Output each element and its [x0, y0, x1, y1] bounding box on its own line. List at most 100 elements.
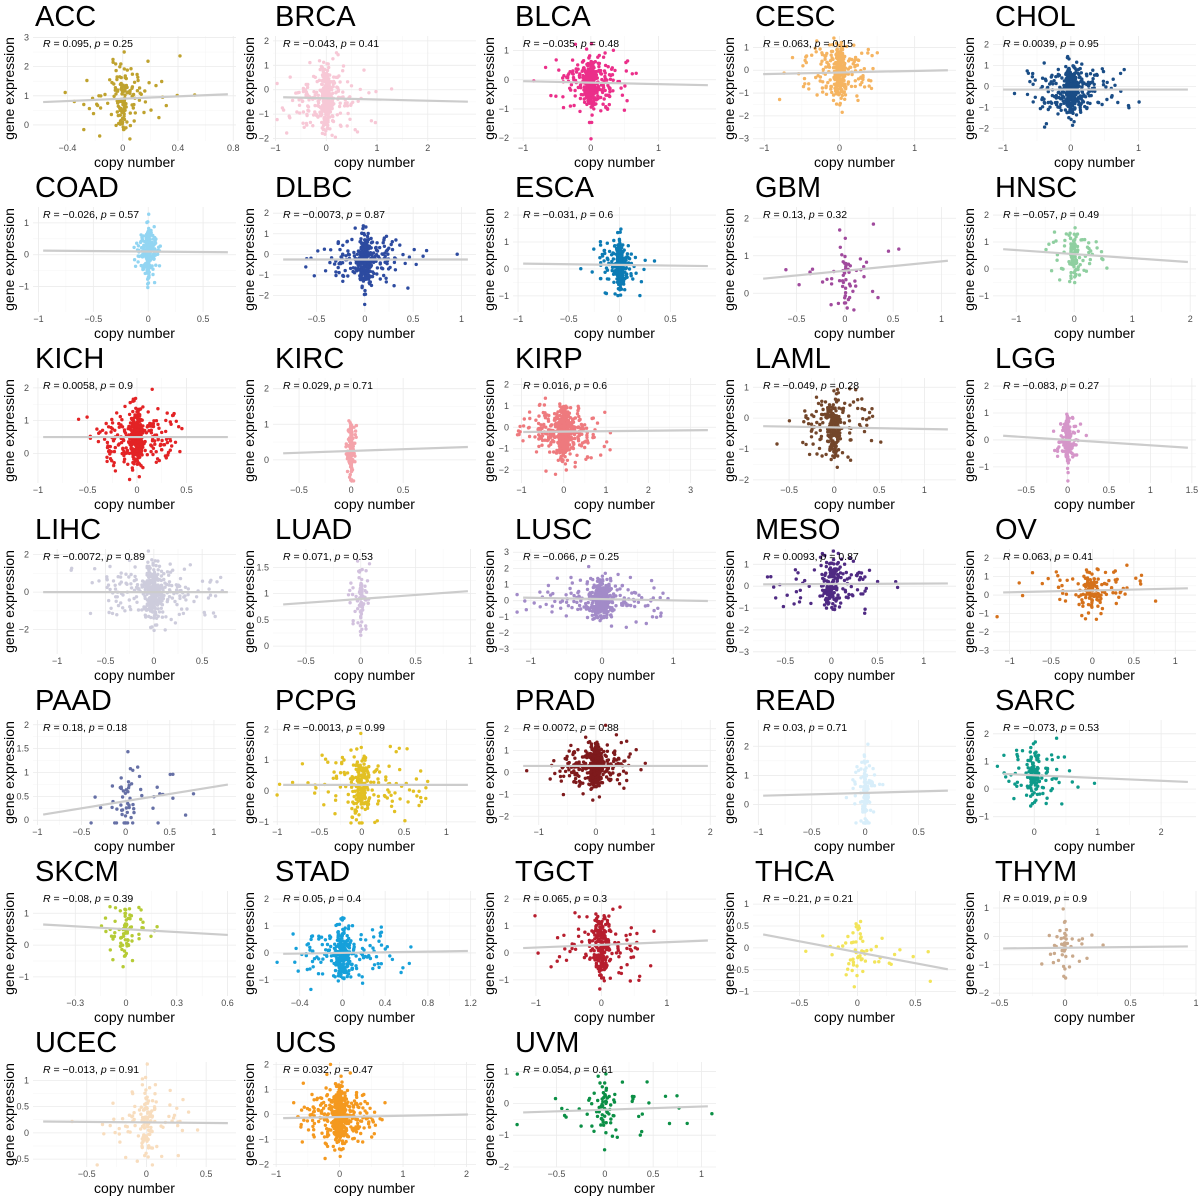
- regression-line: [43, 249, 228, 254]
- data-point: [819, 437, 823, 441]
- data-point: [836, 436, 840, 440]
- data-point: [403, 261, 407, 266]
- data-point: [610, 259, 614, 264]
- data-point: [1100, 67, 1104, 71]
- data-point: [168, 448, 172, 452]
- data-point: [598, 256, 602, 260]
- data-point: [584, 47, 589, 51]
- data-point: [594, 76, 598, 80]
- data-point: [128, 111, 132, 115]
- data-point: [136, 440, 140, 444]
- data-point: [831, 93, 836, 97]
- y-tick-label: −2: [499, 465, 509, 475]
- data-point: [350, 432, 354, 436]
- data-point: [1072, 265, 1076, 269]
- data-point: [365, 264, 370, 268]
- y-tick-label: −2: [739, 111, 749, 121]
- data-point: [1066, 479, 1070, 483]
- y-tick-label: 0: [984, 435, 989, 445]
- data-point: [596, 61, 600, 65]
- data-point: [618, 241, 622, 245]
- data-point: [1062, 244, 1067, 248]
- data-point: [280, 106, 285, 110]
- y-tick-label: 2: [504, 210, 509, 220]
- data-point: [605, 440, 609, 444]
- y-tick-label: 2: [984, 210, 989, 220]
- data-point: [1073, 226, 1077, 230]
- data-point: [336, 265, 340, 270]
- data-point: [1082, 81, 1086, 85]
- data-point: [455, 252, 459, 256]
- data-point: [347, 419, 351, 423]
- data-point: [156, 559, 160, 563]
- data-point: [832, 76, 836, 81]
- y-axis-title: gene expression: [481, 208, 497, 311]
- data-point: [112, 82, 116, 86]
- y-tick-label: 1: [504, 401, 509, 411]
- data-point: [344, 445, 348, 449]
- data-point: [835, 422, 839, 427]
- data-point: [581, 93, 585, 97]
- data-point: [1069, 78, 1073, 83]
- x-tick-label: 0: [837, 143, 842, 153]
- data-point: [369, 263, 374, 268]
- data-point: [1055, 258, 1059, 262]
- data-point: [382, 273, 386, 278]
- data-point: [312, 274, 316, 278]
- data-point: [552, 435, 557, 440]
- data-point: [848, 387, 852, 391]
- data-point: [1101, 69, 1106, 74]
- data-point: [138, 418, 142, 422]
- data-point: [605, 78, 609, 82]
- data-point: [1071, 93, 1075, 97]
- data-point: [146, 424, 150, 428]
- data-point: [563, 435, 568, 439]
- data-point: [146, 266, 150, 270]
- data-point: [108, 452, 112, 456]
- data-point: [135, 428, 140, 432]
- data-point: [1089, 249, 1093, 253]
- data-point: [828, 445, 832, 449]
- data-point: [862, 275, 866, 279]
- data-point: [151, 422, 156, 426]
- data-point: [1113, 83, 1117, 88]
- data-point: [1074, 235, 1078, 239]
- data-point: [844, 261, 848, 266]
- data-point: [830, 90, 834, 95]
- data-point: [851, 400, 856, 404]
- x-axis-title: copy number: [574, 325, 655, 341]
- data-point: [154, 83, 158, 88]
- data-point: [338, 80, 342, 84]
- data-point: [869, 438, 874, 443]
- data-point: [1084, 433, 1088, 438]
- data-point: [565, 420, 570, 424]
- data-point: [352, 254, 357, 258]
- data-point: [1079, 80, 1083, 84]
- data-point: [568, 406, 573, 410]
- data-point: [1071, 455, 1075, 459]
- data-point: [870, 414, 875, 418]
- y-tick-label: 1: [504, 237, 509, 247]
- data-point: [1086, 101, 1090, 105]
- y-axis-title: gene expression: [961, 37, 977, 140]
- data-point: [578, 96, 583, 101]
- data-point: [394, 238, 398, 242]
- data-point: [132, 245, 136, 250]
- data-point: [129, 446, 133, 451]
- data-point: [393, 268, 398, 272]
- data-point: [824, 452, 828, 457]
- data-point: [164, 429, 168, 434]
- data-point: [817, 446, 822, 451]
- data-point: [843, 66, 848, 70]
- data-point: [120, 418, 124, 422]
- data-point: [328, 94, 332, 98]
- data-point: [151, 424, 156, 429]
- y-tick-label: 0: [504, 264, 509, 274]
- data-point: [130, 72, 135, 76]
- data-point: [818, 47, 822, 51]
- data-point: [565, 458, 570, 462]
- data-point: [105, 440, 110, 445]
- data-point: [178, 54, 182, 58]
- data-point: [121, 102, 125, 107]
